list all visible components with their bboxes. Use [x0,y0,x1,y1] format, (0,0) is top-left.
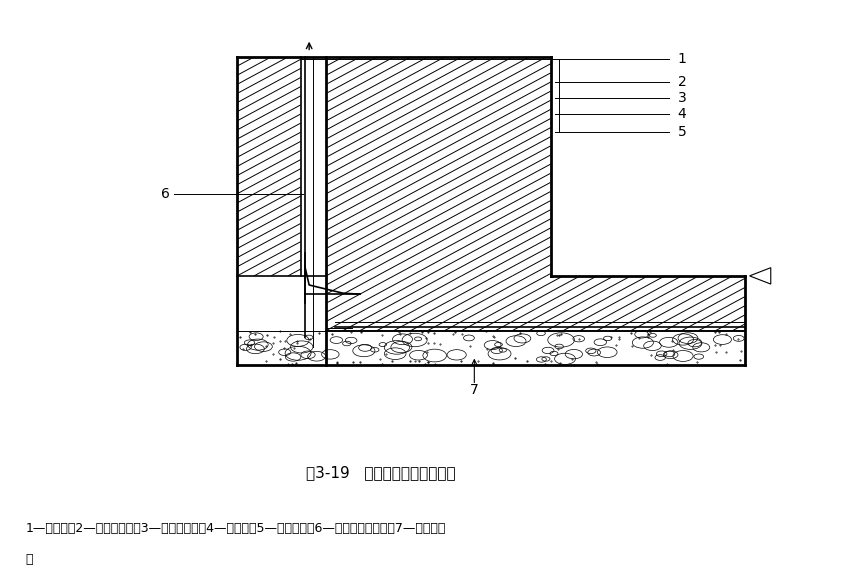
Bar [237,57,301,276]
Text: 图3-19   防水涂料外防内涂构造: 图3-19 防水涂料外防内涂构造 [307,466,456,481]
Polygon shape [750,268,771,284]
Text: 6: 6 [161,187,169,201]
Text: 4: 4 [678,107,686,121]
Text: 5: 5 [678,125,686,139]
Text: 1: 1 [678,52,686,66]
Text: 层: 层 [25,553,33,566]
Bar [237,331,745,365]
Text: 7: 7 [470,383,479,397]
Text: 3: 3 [678,91,686,105]
Bar [326,276,745,331]
Text: 1—保护墙；2—涂料保护层；3—涂料防水层；4—找平层；5—结构墙体；6—涂料防水加强层；7—混凝土垫: 1—保护墙；2—涂料保护层；3—涂料防水层；4—找平层；5—结构墙体；6—涂料防… [25,522,446,535]
Bar [326,57,551,276]
Text: 2: 2 [678,75,686,89]
